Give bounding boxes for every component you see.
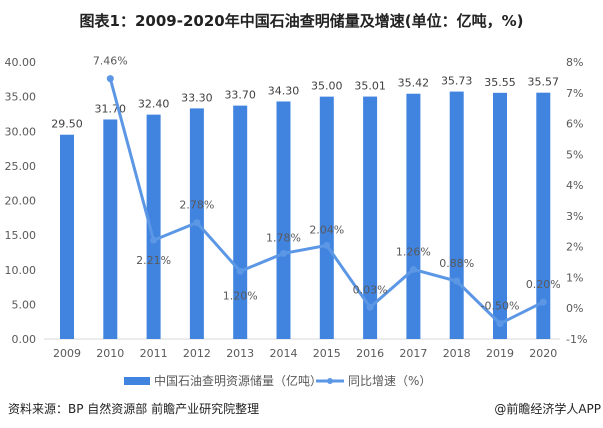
line-data-label: 0.03% [353,283,388,296]
x-tick-label: 2009 [53,347,81,360]
legend-item-bar: 中国石油查明资源储量（亿吨） [124,372,322,389]
bar [449,91,464,339]
chart-title: 图表1：2009-2020年中国石油查明储量及增速(单位：亿吨，%) [79,12,524,30]
bar-data-label: 32.40 [138,98,170,111]
line-point [236,267,244,275]
x-tick-label: 2019 [486,347,514,360]
legend-bar-swatch [124,376,150,385]
bar [233,105,248,339]
line-point [496,320,504,328]
bar [363,96,378,339]
line-point [106,75,114,83]
legend-item-line: 同比增速（%） [316,372,431,389]
x-tick-label: 2013 [226,347,254,360]
left-tick-label: 30.00 [5,125,37,138]
bar-data-label: 34.30 [268,84,300,97]
x-tick-label: 2010 [96,347,124,360]
left-tick-label: 0.00 [12,333,37,346]
line-data-label: 2.04% [309,223,344,236]
left-tick-label: 15.00 [5,229,37,242]
line-data-label: 1.20% [223,289,258,302]
line-data-label: 2.21% [136,254,171,267]
bar [276,101,291,339]
left-tick-label: 25.00 [5,160,37,173]
x-tick-label: 2017 [399,347,427,360]
right-tick-label: 0% [566,302,583,315]
x-tick-label: 2012 [183,347,211,360]
credit: @前瞻经济学人APP [494,402,601,416]
line-data-label: -0.50% [481,300,520,313]
bar-data-label: 35.55 [484,76,516,89]
right-tick-label: 2% [566,241,583,254]
bar [146,114,161,339]
x-tick-label: 2016 [356,347,384,360]
chart-svg: 0.00 5.00 10.00 15.00 20.00 25.00 30.00 35.00 40… [5,55,588,360]
bar-data-label: 35.73 [441,75,473,88]
legend-line-label: 同比增速（%） [348,374,432,388]
x-tick-label: 2015 [313,347,341,360]
right-tick-label: 8% [566,56,583,69]
line-point [323,241,331,249]
left-tick-label: 5.00 [12,298,37,311]
legend-bar-label: 中国石油查明资源储量（亿吨） [154,374,323,388]
bar [103,119,118,339]
left-tick-label: 10.00 [5,264,37,277]
bar [493,92,507,339]
bar-data-label: 33.70 [224,89,256,102]
right-tick-label: 1% [566,271,583,284]
source-note: 资料来源：BP 自然资源部 前瞻产业研究院整理 [8,402,260,416]
right-tick-label: 4% [566,179,583,192]
line-data-label: 2.78% [179,199,214,212]
bar [319,96,334,339]
bar-data-label: 35.01 [354,80,386,93]
bar [406,93,421,340]
x-tick-label: 2014 [270,347,298,360]
right-tick-label: 3% [566,210,583,223]
x-tick-label: 2018 [443,347,471,360]
bar-data-label: 35.57 [528,76,560,89]
line-data-label: 0.20% [526,278,561,291]
legend-line-swatch [316,377,344,384]
line-data-label: 1.26% [396,245,431,258]
line-point [409,265,417,273]
right-tick-label: -1% [566,333,587,346]
left-tick-label: 35.00 [5,91,37,104]
bar-data-label: 29.50 [51,118,83,131]
bar-data-label: 31.70 [95,102,127,115]
line-point [366,303,374,311]
bar-data-label: 35.00 [311,80,343,93]
bar-data-label: 33.30 [181,91,213,104]
right-tick-label: 5% [566,148,583,161]
x-tick-label: 2011 [140,347,168,360]
x-tick-label: 2020 [529,347,557,360]
right-tick-label: 6% [566,118,583,131]
line-point [539,298,547,306]
left-tick-label: 20.00 [5,195,37,208]
bar-data-label: 35.42 [398,77,430,90]
line-data-label: 0.88% [439,257,474,270]
bar [536,92,551,339]
left-tick-label: 40.00 [5,56,37,69]
line-point [150,236,158,244]
line-point [280,249,287,257]
line-data-label: 7.46% [93,55,128,68]
bar [60,134,74,339]
line-data-label: 1.78% [266,231,301,244]
right-tick-label: 7% [566,87,583,100]
line-point [453,277,461,285]
line-point [193,219,201,227]
